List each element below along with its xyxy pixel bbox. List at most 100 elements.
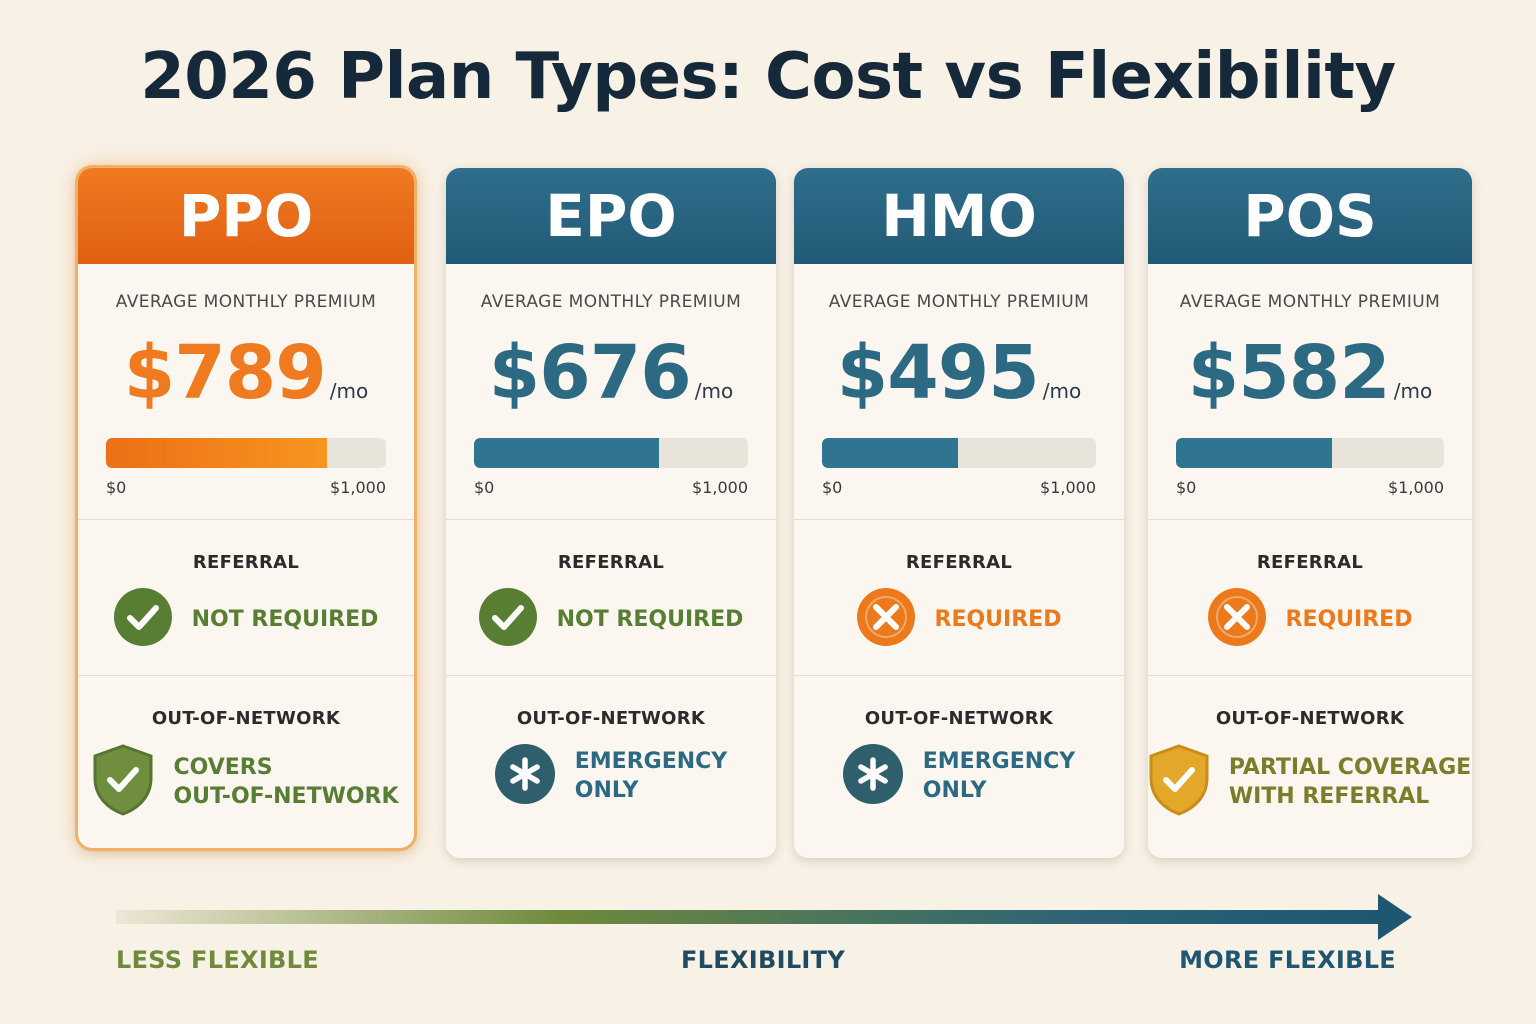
- network-text-line-2: ONLY: [922, 778, 987, 803]
- premium-price: $676: [488, 330, 692, 416]
- referral-section: REFERRAL REQUIRED: [794, 520, 1124, 676]
- per-month-label: /mo: [329, 379, 369, 403]
- premium-price: $582: [1187, 330, 1391, 416]
- bar-min-label: $0: [106, 478, 127, 497]
- network-text: EMERGENCY ONLY: [923, 747, 1075, 805]
- network-text-line-1: PARTIAL COVERAGE: [1228, 755, 1472, 780]
- premium-bar: [474, 438, 748, 468]
- per-month-label: /mo: [1393, 379, 1433, 403]
- premium-section: AVERAGE MONTHLY PREMIUM $676/mo $0 $1,000: [446, 264, 776, 520]
- referral-section: REFERRAL NOT REQUIRED: [78, 520, 414, 676]
- referral-label: REFERRAL: [1256, 552, 1364, 573]
- price-row: $582/mo: [1148, 330, 1472, 416]
- referral-section: REFERRAL REQUIRED: [1148, 520, 1472, 676]
- network-text: COVERS OUT-OF-NETWORK: [173, 753, 398, 811]
- referral-section: REFERRAL NOT REQUIRED: [446, 520, 776, 676]
- price-row: $495/mo: [794, 330, 1124, 416]
- check-icon: [113, 588, 172, 650]
- plan-cards: PPO AVERAGE MONTHLY PREMIUM $789/mo $0 $1,00…: [78, 168, 1472, 858]
- premium-section: AVERAGE MONTHLY PREMIUM $495/mo $0 $1,000: [794, 264, 1124, 520]
- network-status: EMERGENCY ONLY: [446, 744, 776, 808]
- asterisk-icon: [842, 744, 903, 808]
- referral-status: REQUIRED: [794, 588, 1124, 650]
- bar-min-label: $0: [1176, 478, 1197, 497]
- asterisk-icon: [494, 744, 555, 808]
- price-row: $789/mo: [78, 330, 414, 416]
- bar-max-label: $1,000: [330, 478, 386, 497]
- network-label: OUT-OF-NETWORK: [516, 708, 706, 729]
- referral-label: REFERRAL: [905, 552, 1013, 573]
- per-month-label: /mo: [694, 379, 734, 403]
- less-flexible-label: LESS FLEXIBLE: [116, 946, 319, 974]
- arrow-right-icon: [1378, 894, 1412, 940]
- premium-bar-fill: [106, 438, 327, 468]
- referral-status: NOT REQUIRED: [446, 588, 776, 650]
- bar-min-label: $0: [474, 478, 495, 497]
- network-label: OUT-OF-NETWORK: [151, 708, 341, 729]
- premium-label: AVERAGE MONTHLY PREMIUM: [115, 292, 377, 312]
- network-text-line-1: COVERS: [173, 755, 273, 780]
- premium-label: AVERAGE MONTHLY PREMIUM: [480, 292, 742, 312]
- referral-text: REQUIRED: [934, 606, 1062, 632]
- flexibility-label: FLEXIBILITY: [680, 946, 845, 974]
- referral-label: REFERRAL: [557, 552, 665, 573]
- network-text-line-2: ONLY: [574, 778, 639, 803]
- more-flexible-label: MORE FLEXIBLE: [1179, 946, 1396, 974]
- network-status: EMERGENCY ONLY: [794, 744, 1124, 808]
- referral-text: NOT REQUIRED: [191, 606, 379, 632]
- plan-card-hmo: HMO AVERAGE MONTHLY PREMIUM $495/mo $0 $1,00…: [794, 168, 1124, 858]
- network-label: OUT-OF-NETWORK: [864, 708, 1054, 729]
- premium-bar-fill: [1176, 438, 1332, 468]
- network-section: OUT-OF-NETWORK COVERS OUT-OF-NETWORK: [78, 676, 414, 848]
- premium-bar: [106, 438, 386, 468]
- check-icon: [478, 588, 537, 650]
- premium-bar-fill: [474, 438, 660, 468]
- network-text-line-2: OUT-OF-NETWORK: [173, 784, 399, 809]
- network-text-line-1: EMERGENCY: [574, 749, 728, 774]
- page-title: 2026 Plan Types: Cost vs Flexibility: [140, 40, 1396, 114]
- x-icon: [856, 588, 915, 650]
- plan-card-ppo: PPO AVERAGE MONTHLY PREMIUM $789/mo $0 $1,00…: [78, 168, 414, 848]
- bar-max-label: $1,000: [1388, 478, 1444, 497]
- premium-bar-fill: [822, 438, 958, 468]
- premium-price: $495: [836, 330, 1040, 416]
- flexibility-arrow-line: [116, 910, 1384, 924]
- referral-label: REFERRAL: [192, 552, 300, 573]
- network-text-line-1: EMERGENCY: [922, 749, 1076, 774]
- premium-price: $789: [123, 330, 327, 416]
- price-row: $676/mo: [446, 330, 776, 416]
- network-text: EMERGENCY ONLY: [575, 747, 727, 805]
- network-section: OUT-OF-NETWORK PARTIAL COVERAGE WITH REFER…: [1148, 676, 1472, 858]
- premium-label: AVERAGE MONTHLY PREMIUM: [1179, 292, 1441, 312]
- shield-check-icon: [93, 744, 153, 820]
- plan-name: PPO: [78, 168, 414, 264]
- plan-name: HMO: [794, 168, 1124, 264]
- network-status: PARTIAL COVERAGE WITH REFERRAL: [1148, 744, 1472, 820]
- bar-max-label: $1,000: [692, 478, 748, 497]
- network-text: PARTIAL COVERAGE WITH REFERRAL: [1229, 753, 1471, 811]
- network-section: OUT-OF-NETWORK EMERGENCY ONLY: [794, 676, 1124, 858]
- network-label: OUT-OF-NETWORK: [1215, 708, 1405, 729]
- per-month-label: /mo: [1042, 379, 1082, 403]
- flexibility-arrow: [116, 894, 1416, 942]
- network-status: COVERS OUT-OF-NETWORK: [78, 744, 414, 820]
- premium-section: AVERAGE MONTHLY PREMIUM $789/mo $0 $1,000: [78, 264, 414, 520]
- premium-bar: [1176, 438, 1444, 468]
- plan-card-pos: POS AVERAGE MONTHLY PREMIUM $582/mo $0 $1,00…: [1148, 168, 1472, 858]
- shield-check-icon: [1149, 744, 1209, 820]
- plan-name: EPO: [446, 168, 776, 264]
- plan-card-epo: EPO AVERAGE MONTHLY PREMIUM $676/mo $0 $1,00…: [446, 168, 776, 858]
- network-section: OUT-OF-NETWORK EMERGENCY ONLY: [446, 676, 776, 858]
- network-text-line-2: WITH REFERRAL: [1228, 784, 1430, 809]
- bar-max-label: $1,000: [1040, 478, 1096, 497]
- bar-min-label: $0: [822, 478, 843, 497]
- referral-text: NOT REQUIRED: [556, 606, 744, 632]
- x-icon: [1207, 588, 1266, 650]
- plan-name: POS: [1148, 168, 1472, 264]
- referral-text: REQUIRED: [1285, 606, 1413, 632]
- referral-status: REQUIRED: [1148, 588, 1472, 650]
- premium-label: AVERAGE MONTHLY PREMIUM: [828, 292, 1090, 312]
- premium-bar: [822, 438, 1096, 468]
- referral-status: NOT REQUIRED: [78, 588, 414, 650]
- premium-section: AVERAGE MONTHLY PREMIUM $582/mo $0 $1,000: [1148, 264, 1472, 520]
